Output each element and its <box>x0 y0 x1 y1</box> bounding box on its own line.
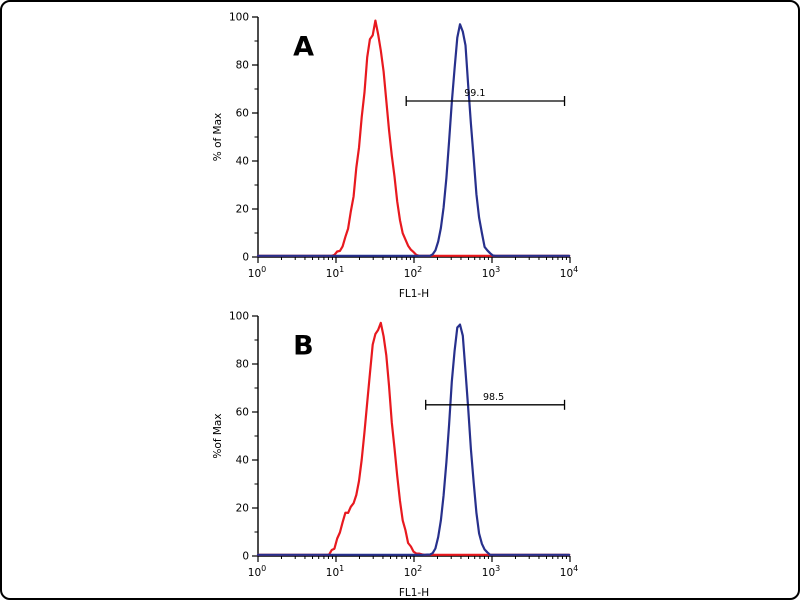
panel-a: 0 20 40 60 80 100 100 101 102 103 104 FL1-H % of Max… <box>208 5 608 305</box>
x-tick-label: 101 <box>326 265 344 280</box>
x-axis-title: FL1-H <box>399 288 429 300</box>
panel-letter: A <box>293 31 314 62</box>
gate-label: 99.1 <box>464 88 485 99</box>
y-tick-label: 80 <box>236 359 249 371</box>
y-tick-label: 0 <box>242 551 249 563</box>
stained-blue-curve <box>256 323 571 556</box>
panel-b-plot: 0 20 40 60 80 100 100 101 102 103 104 FL1-H %of Max B… <box>212 311 578 599</box>
y-tick-label: 20 <box>236 503 249 515</box>
y-tick-label: 40 <box>236 156 249 168</box>
x-axis-title: FL1-H <box>399 587 429 599</box>
x-tick-label: 104 <box>560 564 578 579</box>
x-tick-label: 104 <box>560 265 578 280</box>
y-tick-label: 0 <box>242 252 249 264</box>
y-tick-label: 100 <box>229 12 249 24</box>
y-tick-label: 60 <box>236 407 249 419</box>
gate-label: 98.5 <box>483 392 504 403</box>
panel-b: 0 20 40 60 80 100 100 101 102 103 104 FL1-H %of Max B… <box>208 304 608 599</box>
stained-blue-curve <box>256 23 571 257</box>
y-tick-label: 60 <box>236 108 249 120</box>
panel-letter: B <box>293 330 314 361</box>
x-tick-label: 103 <box>482 564 500 579</box>
x-tick-label: 101 <box>326 564 344 579</box>
y-axis-title: % of Max <box>212 113 224 161</box>
x-tick-label: 103 <box>482 265 500 280</box>
x-tick-label: 102 <box>404 265 422 280</box>
y-tick-label: 20 <box>236 204 249 216</box>
y-axis-title: %of Max <box>212 413 224 458</box>
panel-a-plot: 0 20 40 60 80 100 100 101 102 103 104 FL1-H % of Max… <box>212 12 578 301</box>
x-tick-label: 102 <box>404 564 422 579</box>
y-tick-label: 40 <box>236 455 249 467</box>
y-tick-label: 100 <box>229 311 249 323</box>
y-tick-label: 80 <box>236 60 249 72</box>
x-tick-label: 100 <box>248 564 266 579</box>
x-tick-label: 100 <box>248 265 266 280</box>
